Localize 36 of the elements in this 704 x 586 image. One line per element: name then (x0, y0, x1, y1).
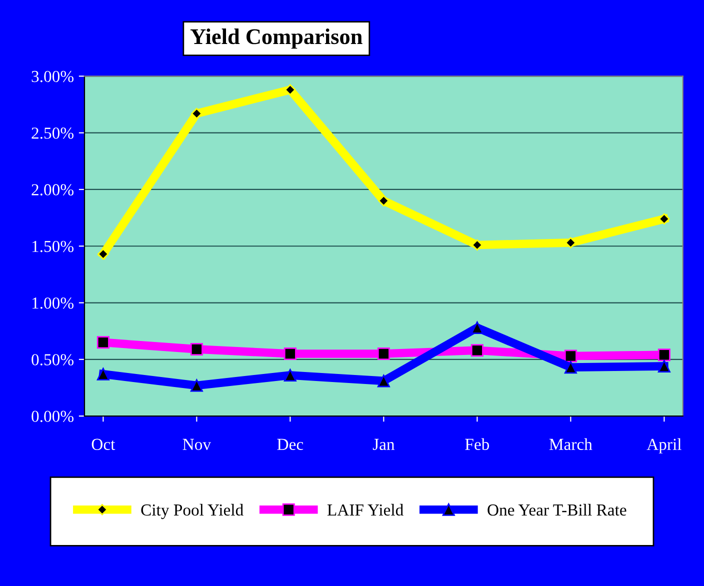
point (658, 360, 670, 372)
point (470, 344, 484, 357)
y-tick-label: 2.00% (32, 184, 74, 196)
x-tick-label: Dec (277, 438, 304, 450)
point (565, 237, 576, 248)
y-tick-label: 0.50% (32, 354, 74, 366)
y-tick-label: 3.00% (32, 70, 74, 82)
point (658, 213, 670, 225)
y-tick-label: 0.00% (32, 410, 74, 422)
point (378, 195, 390, 206)
x-tick-label: Feb (465, 438, 490, 450)
legend-label: City Pool Yield (141, 504, 244, 520)
point (658, 348, 670, 362)
point (284, 84, 296, 96)
y-tick-label: 2.50% (32, 128, 74, 139)
x-tick-label: Oct (92, 438, 116, 450)
x-tick-label: Nov (182, 438, 212, 450)
point (190, 379, 203, 392)
chart-title: Yield Comparison (190, 28, 362, 49)
point (96, 368, 110, 380)
y-tick-label: 1.50% (32, 240, 74, 252)
legend-label: One Year T-Bill Rate (488, 504, 626, 516)
point (472, 239, 483, 251)
x-tick-label: March (549, 438, 592, 450)
y-tick-label: 1.00% (32, 297, 74, 309)
point (564, 361, 577, 374)
x-tick-label: April (646, 438, 682, 454)
point (284, 348, 296, 360)
legend-label: LAIF Yield (327, 504, 404, 516)
point (377, 374, 390, 388)
point (377, 348, 390, 360)
point (564, 350, 577, 362)
point (190, 342, 203, 356)
x-tick-label: Jan (372, 438, 395, 450)
point (284, 369, 296, 382)
point (96, 336, 110, 349)
